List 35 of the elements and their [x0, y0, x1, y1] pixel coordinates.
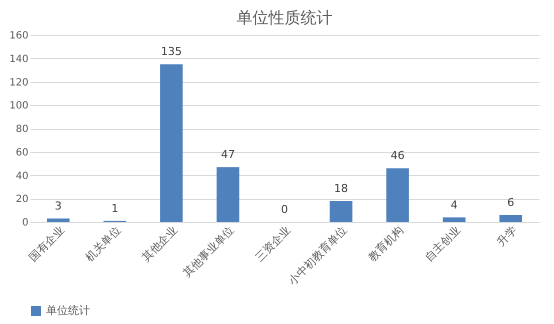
data-label: 0: [281, 203, 288, 216]
data-label: 1: [111, 202, 118, 215]
data-label: 6: [507, 196, 514, 209]
bar: [499, 214, 522, 222]
y-tick-label: 100: [9, 100, 28, 112]
y-tick-label: 20: [16, 194, 28, 206]
x-tick-label: 其他企业: [140, 224, 180, 264]
y-tick-label: 120: [9, 77, 28, 88]
legend-label: 单位统计: [46, 304, 90, 317]
bar: [160, 64, 183, 222]
bar: [442, 217, 466, 222]
data-label: 46: [390, 149, 405, 162]
bar: [386, 168, 409, 222]
y-tick-label: 160: [9, 30, 28, 42]
y-tick-label: 40: [16, 170, 28, 182]
y-tick-label: 0: [22, 218, 28, 228]
data-label: 47: [220, 148, 235, 162]
x-tick-label: 其他事业单位: [180, 224, 236, 280]
x-tick-label: 教育机构: [366, 224, 406, 264]
bar: [330, 200, 352, 222]
x-tick-label: 三资企业: [252, 224, 293, 264]
x-tick-label: 国有企业: [26, 224, 67, 264]
y-tick-label: 80: [16, 124, 28, 135]
data-label: 18: [334, 182, 348, 195]
data-label: 135: [160, 45, 182, 58]
x-tick-label: 机关单位: [83, 224, 124, 264]
data-label: 4: [450, 198, 458, 212]
chart-title: 单位性质统计: [236, 8, 332, 27]
bar: [46, 218, 70, 222]
x-tick-label: 升学: [494, 224, 520, 249]
y-tick-label: 60: [16, 147, 28, 158]
y-tick-label: 140: [9, 54, 28, 65]
data-label: 3: [54, 199, 62, 212]
x-tick-label: 自主创业: [422, 224, 463, 264]
bar: [216, 167, 240, 222]
